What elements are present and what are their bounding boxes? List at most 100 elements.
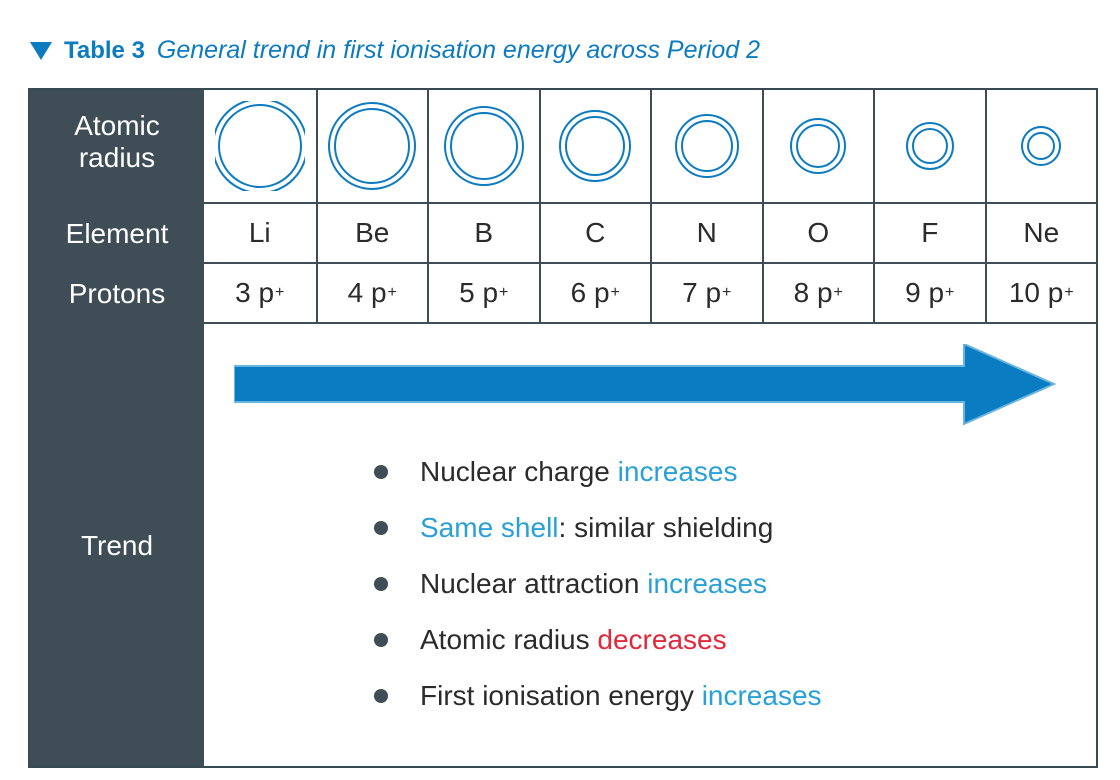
trend-bullet-item: First ionisation energy increases	[374, 668, 822, 724]
proton-count-cell: 8 p +	[761, 264, 873, 324]
atomic-radius-rings-icon	[328, 102, 417, 190]
atomic-radius-cell	[315, 90, 427, 204]
atomic-radius-cell	[984, 90, 1096, 204]
inner-ring	[796, 124, 841, 168]
trend-emphasis: Same shell	[420, 512, 559, 543]
atomic-radius-rings-icon	[443, 106, 524, 186]
atomic-radius-cell	[873, 90, 985, 204]
proton-charge-sign: +	[499, 284, 509, 301]
inner-ring	[449, 112, 518, 180]
trend-bullet-text: Atomic radius decreases	[420, 624, 727, 655]
trend-bullet-text: First ionisation energy increases	[420, 680, 822, 711]
table-number: Table 3	[64, 37, 145, 64]
trend-bullet-item: Nuclear charge increases	[374, 444, 822, 500]
atomic-radius-cell	[204, 90, 316, 204]
bullet-dot-icon	[374, 521, 388, 535]
atomic-radius-rings-icon	[790, 118, 847, 174]
atomic-radius-rings-icon	[214, 101, 305, 191]
outer-ring	[790, 118, 847, 174]
proton-charge-sign: +	[1064, 284, 1074, 301]
proton-charge-sign: +	[945, 284, 955, 301]
trend-bullet-item: Nuclear attraction increases	[374, 556, 822, 612]
atomic-radius-rings-icon	[674, 114, 739, 178]
proton-count-cell: 5 p +	[427, 264, 539, 324]
triangle-down-icon	[30, 41, 52, 60]
trend-bullet-text: Nuclear charge increases	[420, 456, 738, 487]
element-grid: Li Be B C N O F Ne 3 p +4 p +5 p +6 p +7 p +8 p +9 p +1…	[204, 90, 1096, 324]
outer-ring	[559, 110, 632, 182]
element-symbol-cell: Li	[204, 204, 316, 264]
proton-count: 6 p	[570, 277, 610, 308]
proton-count: 10 p	[1008, 277, 1064, 308]
row-header-atomic-radius-line2: radius	[78, 142, 156, 173]
proton-count-cell: 7 p +	[650, 264, 762, 324]
inner-ring	[1027, 132, 1056, 160]
atomic-radius-cell	[538, 90, 650, 204]
arrow-shape	[234, 344, 1057, 426]
proton-count: 4 p	[347, 277, 387, 308]
element-symbol-cell: N	[650, 204, 762, 264]
proton-count: 7 p	[682, 277, 722, 308]
element-symbol-cell: C	[538, 204, 650, 264]
trend-bullet-item: Same shell: similar shielding	[374, 500, 822, 556]
ionisation-trend-table: Atomic radius Element Protons Trend Li Be…	[28, 88, 1098, 768]
row-header-element: Element	[65, 218, 169, 249]
outer-ring	[674, 114, 739, 178]
table-title: General trend in first ionisation energy…	[156, 36, 761, 64]
element-symbol-cell: O	[761, 204, 873, 264]
element-symbol-cell: B	[427, 204, 539, 264]
atomic-radius-cell	[761, 90, 873, 204]
outer-ring	[214, 101, 305, 191]
trend-emphasis: increases	[701, 680, 822, 711]
bullet-dot-icon	[374, 465, 388, 479]
inner-ring	[565, 116, 626, 176]
outer-ring	[905, 122, 954, 170]
row-header-trend: Trend	[80, 530, 154, 561]
table-caption: Table 3 General trend in first ionisatio…	[30, 36, 760, 65]
element-symbol-cell: Be	[315, 204, 427, 264]
bullet-dot-icon	[374, 633, 388, 647]
inner-ring	[911, 128, 948, 164]
proton-count: 9 p	[905, 277, 945, 308]
trend-emphasis: increases	[647, 568, 768, 599]
atomic-radius-cell	[650, 90, 762, 204]
trend-bullet-text: Same shell: similar shielding	[420, 512, 774, 543]
inner-ring	[217, 104, 302, 188]
row-header-column: Atomic radius Element Protons Trend	[30, 90, 204, 766]
atomic-radius-rings-icon	[1021, 126, 1062, 166]
proton-count: 3 p	[235, 277, 275, 308]
bullet-dot-icon	[374, 577, 388, 591]
trend-bullet-list: Nuclear charge increases Same shell: simi…	[374, 444, 822, 724]
trend-bullet-text: Nuclear attraction increases	[420, 568, 768, 599]
proton-count-cell: 10 p +	[984, 264, 1096, 324]
trend-emphasis: decreases	[597, 624, 727, 655]
increasing-trend-arrow-icon	[234, 344, 1057, 426]
trend-emphasis: increases	[617, 456, 738, 487]
row-header-atomic-radius-line1: Atomic	[74, 110, 160, 141]
proton-count-cell: 3 p +	[204, 264, 316, 324]
proton-charge-sign: +	[610, 284, 620, 301]
atomic-radius-cell	[427, 90, 539, 204]
row-header-atomic-radius: Atomic radius	[30, 110, 204, 174]
element-symbol-cell: Ne	[984, 204, 1096, 264]
proton-charge-sign: +	[387, 284, 397, 301]
atomic-radius-rings-icon	[559, 110, 632, 182]
proton-count: 5 p	[459, 277, 499, 308]
inner-ring	[334, 108, 411, 184]
proton-count-cell: 4 p +	[315, 264, 427, 324]
outer-ring	[1021, 126, 1062, 166]
proton-count-cell: 9 p +	[873, 264, 985, 324]
bullet-dot-icon	[374, 689, 388, 703]
outer-ring	[328, 102, 417, 190]
proton-count-cell: 6 p +	[538, 264, 650, 324]
trend-bullet-item: Atomic radius decreases	[374, 612, 822, 668]
proton-charge-sign: +	[833, 284, 843, 301]
proton-charge-sign: +	[722, 284, 732, 301]
inner-ring	[680, 120, 733, 172]
atomic-radius-rings-icon	[905, 122, 954, 170]
proton-charge-sign: +	[275, 284, 285, 301]
trend-area: Nuclear charge increases Same shell: simi…	[204, 324, 1096, 766]
outer-ring	[443, 106, 524, 186]
element-symbol-cell: F	[873, 204, 985, 264]
proton-count: 8 p	[793, 277, 833, 308]
